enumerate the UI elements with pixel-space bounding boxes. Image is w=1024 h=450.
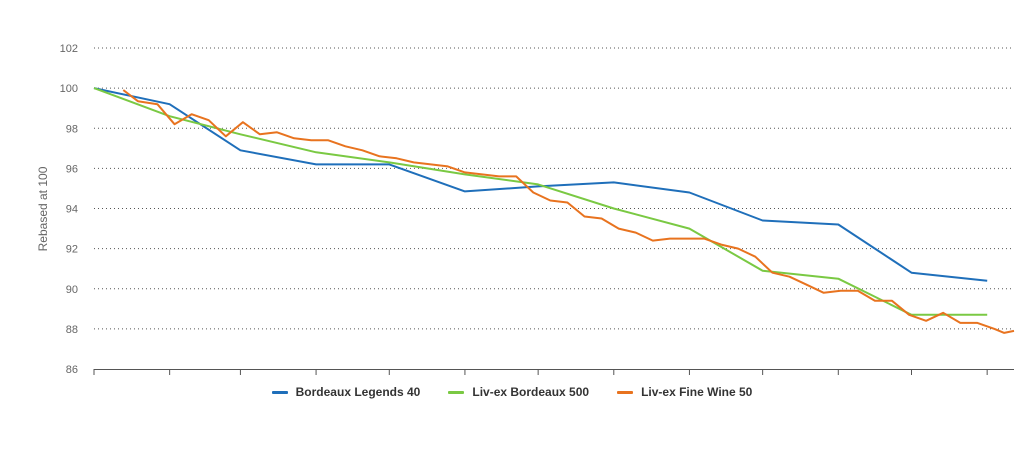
legend-label: Liv-ex Bordeaux 500 xyxy=(472,385,590,399)
legend-swatch xyxy=(448,390,465,394)
x-axis: Jan-24Feb-24Mar-24Apr-24May-24Jun-24Jul-… xyxy=(93,369,1014,375)
y-tick-label: 98 xyxy=(66,123,78,135)
series-lines xyxy=(93,87,1015,334)
legend: Bordeaux Legends 40 Liv-ex Bordeaux 500 Li… xyxy=(0,385,1024,399)
y-axis: 86 88 90 92 94 96 98 100 102 xyxy=(60,43,78,376)
y-tick-label: 90 xyxy=(66,284,78,296)
legend-swatch xyxy=(271,390,288,394)
legend-label: Liv-ex Fine Wine 50 xyxy=(641,385,753,399)
y-tick-label: 100 xyxy=(60,83,78,95)
y-tick-label: 88 xyxy=(66,324,78,336)
legend-item-liv-ex-fine-wine-50[interactable]: Liv-ex Fine Wine 50 xyxy=(617,385,752,399)
y-axis-title: Rebased at 100 xyxy=(36,166,50,251)
series-line-liv-ex-fine-wine-50 xyxy=(122,89,1015,334)
legend-item-liv-ex-bordeaux-500[interactable]: Liv-ex Bordeaux 500 xyxy=(448,385,589,399)
grid-lines xyxy=(94,47,1014,330)
y-tick-label: 102 xyxy=(60,43,78,55)
series-line-liv-ex-bordeaux-500 xyxy=(93,87,988,316)
legend-item-bordeaux-legends-40[interactable]: Bordeaux Legends 40 xyxy=(271,385,421,399)
legend-label: Bordeaux Legends 40 xyxy=(295,385,421,399)
y-tick-label: 94 xyxy=(66,204,78,216)
series-line-bordeaux-legends-40 xyxy=(93,87,988,282)
y-tick-label: 86 xyxy=(66,364,78,376)
legend-swatch xyxy=(617,390,634,394)
y-tick-label: 92 xyxy=(66,244,78,256)
line-chart: 86 88 90 92 94 96 98 100 102 Jan-24Feb-24Mar-24A… xyxy=(36,43,1015,376)
y-tick-label: 96 xyxy=(66,163,78,175)
